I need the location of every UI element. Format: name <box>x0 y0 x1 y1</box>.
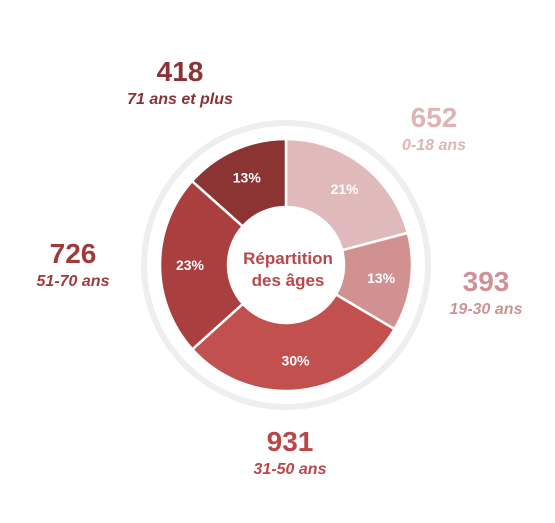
slice-31-50 <box>190 292 397 393</box>
category-value: 393 <box>462 266 510 297</box>
category-label-31-50: 931 31-50 ans <box>230 428 350 478</box>
category-label-71-plus: 418 71 ans et plus <box>105 58 255 108</box>
slice-71-plus <box>190 137 288 229</box>
category-name: 19-30 ans <box>449 301 523 318</box>
chart-title-line-2: des âges <box>251 271 325 290</box>
category-value: 652 <box>410 102 458 133</box>
category-name: 71 ans et plus <box>127 91 233 108</box>
slice-0-18 <box>284 137 410 252</box>
category-name: 51-70 ans <box>36 273 110 290</box>
category-label-0-18: 652 0-18 ans <box>374 104 494 154</box>
category-name: 31-50 ans <box>253 461 327 478</box>
chart-title-line-1: Répartition <box>243 249 333 268</box>
category-label-19-30: 393 19-30 ans <box>426 268 546 318</box>
outer-ring <box>141 120 431 410</box>
slice-percent-label: 30% <box>282 353 311 369</box>
category-name: 0-18 ans <box>401 137 467 154</box>
category-label-51-70: 726 51-70 ans <box>13 240 133 290</box>
slice-percent-label: 21% <box>331 181 360 197</box>
category-value: 931 <box>266 426 314 457</box>
category-value: 726 <box>49 238 97 269</box>
slice-percent-label: 13% <box>233 169 262 185</box>
slice-percent-label: 23% <box>176 257 205 273</box>
slice-51-70 <box>158 179 245 352</box>
chart-title: Répartition des âges <box>228 248 348 292</box>
category-value: 418 <box>156 56 204 87</box>
slice-percent-label: 13% <box>367 270 396 286</box>
